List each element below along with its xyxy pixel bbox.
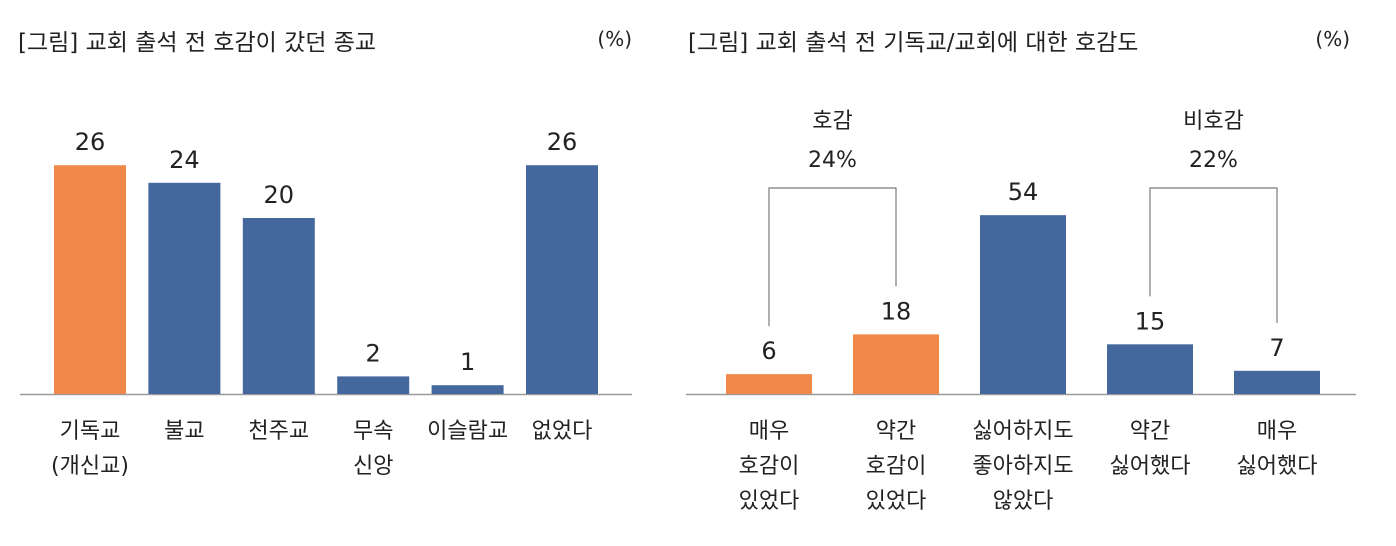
group-value: 24%	[808, 148, 857, 173]
category-label: 약간	[876, 419, 916, 444]
bar	[726, 374, 812, 394]
christianity-favorability-chart: [그림] 교회 출석 전 기독교/교회에 대한 호감도 (%) 6 매우호감이있었…	[686, 27, 1356, 514]
data-label: 6	[761, 337, 776, 365]
data-label: 15	[1135, 307, 1166, 335]
category-label: 있었다	[739, 489, 800, 514]
bar	[1234, 370, 1320, 394]
category-label: 싫어하지도	[972, 419, 1073, 444]
bar	[242, 218, 315, 394]
unit-label-religion: (%)	[597, 27, 632, 51]
category-label: 무속	[353, 419, 393, 444]
group-bracket	[1149, 187, 1278, 323]
data-label: 18	[881, 297, 912, 325]
group-label: 비호감	[1183, 109, 1244, 134]
bar	[431, 385, 504, 394]
group-value: 22%	[1189, 148, 1238, 173]
data-label: 26	[75, 128, 106, 156]
bar	[980, 215, 1066, 394]
category-label: 신앙	[353, 454, 393, 479]
bar	[148, 182, 221, 394]
bar	[337, 376, 410, 394]
data-label: 20	[264, 181, 295, 209]
category-label: 매우	[749, 419, 789, 444]
bar	[526, 165, 598, 394]
data-label: 26	[547, 128, 578, 156]
data-label: 1	[460, 348, 475, 376]
category-label: 있었다	[866, 489, 927, 514]
category-label: 좋아하지도	[972, 454, 1073, 479]
category-label: 기독교	[60, 419, 121, 444]
chart-title-religion: [그림] 교회 출석 전 호감이 갔던 종교	[18, 30, 376, 56]
religion-favorability-chart: [그림] 교회 출석 전 호감이 갔던 종교 (%) 26 기독교 (개신교) 24 불…	[18, 27, 632, 479]
category-label: 호감이	[739, 454, 800, 479]
category-label: 않았다	[993, 489, 1054, 514]
bar	[853, 334, 939, 394]
bar	[1107, 344, 1193, 394]
category-label: 불교	[164, 419, 204, 444]
chart-title-christianity: [그림] 교회 출석 전 기독교/교회에 대한 호감도	[688, 30, 1138, 56]
category-label: 천주교	[248, 419, 309, 444]
group-label: 호감	[812, 109, 852, 134]
category-label: 싫어했다	[1110, 454, 1191, 479]
data-label: 24	[169, 146, 200, 174]
category-label: 호감이	[866, 454, 927, 479]
category-label: 매우	[1257, 419, 1297, 444]
group-bracket	[768, 187, 897, 327]
category-label: 없었다	[532, 419, 593, 444]
bar	[54, 165, 126, 394]
data-label: 54	[1008, 178, 1039, 206]
category-label: 이슬람교	[427, 419, 508, 444]
data-label: 7	[1269, 334, 1284, 362]
category-label: (개신교)	[51, 454, 129, 479]
category-label: 싫어했다	[1237, 454, 1318, 479]
category-label: 약간	[1130, 419, 1170, 444]
unit-label-christianity: (%)	[1315, 27, 1350, 51]
data-label: 2	[366, 339, 381, 367]
